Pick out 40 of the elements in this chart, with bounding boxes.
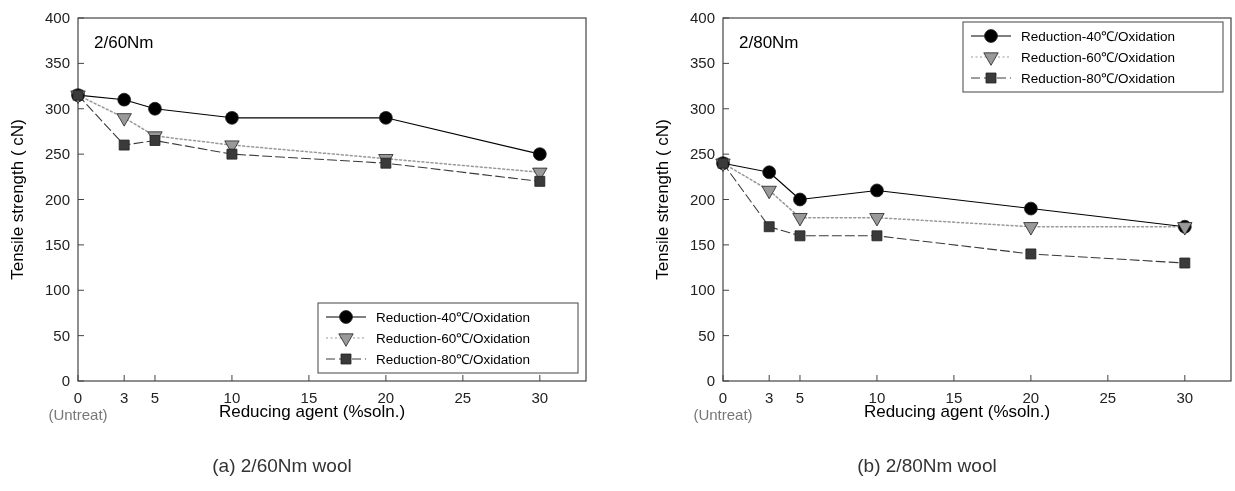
y-tick-label: 250 bbox=[44, 145, 70, 163]
x-tick-label: 30 bbox=[1176, 389, 1194, 406]
y-tick-label: 100 bbox=[44, 281, 70, 299]
legend-label: Reduction-60℃/Oxidation bbox=[376, 331, 531, 346]
y-tick-label: 400 bbox=[689, 9, 715, 26]
y-tick-label: 350 bbox=[44, 54, 70, 72]
y-tick-label: 100 bbox=[689, 281, 715, 299]
y-tick-label: 50 bbox=[53, 326, 70, 344]
y-tick-label: 50 bbox=[698, 326, 715, 344]
x-tick-label: 25 bbox=[454, 389, 472, 406]
text: 2/80Nm bbox=[739, 33, 799, 52]
text: (a) 2/60Nm wool bbox=[212, 455, 352, 476]
legend-label: Reduction-40℃/Oxidation bbox=[1021, 29, 1176, 44]
y-tick-label: 0 bbox=[61, 372, 70, 389]
legend-label: Reduction-60℃/Oxidation bbox=[1021, 50, 1176, 65]
y-axis-title: Tensile strength ( cN) bbox=[8, 119, 27, 280]
legend-label: Reduction-40℃/Oxidation bbox=[376, 310, 531, 325]
x-tick-label: 3 bbox=[765, 389, 774, 406]
legend-label: Reduction-80℃/Oxidation bbox=[1021, 71, 1176, 86]
x-tick-label: 30 bbox=[531, 389, 549, 406]
y-tick-label: 200 bbox=[44, 190, 70, 208]
x-tick-label: 0 (Untreat) bbox=[48, 389, 108, 423]
y-axis-title: Tensile strength ( cN) bbox=[653, 119, 672, 280]
y-tick-label: 300 bbox=[44, 99, 70, 117]
x-tick-label: 5 bbox=[795, 389, 805, 406]
y-tick-label: 200 bbox=[689, 190, 715, 208]
legend-label: Reduction-80℃/Oxidation bbox=[376, 352, 531, 367]
y-tick-label: 350 bbox=[689, 54, 715, 72]
x-tick-label: 5 bbox=[150, 389, 160, 406]
x-tick-label: 3 bbox=[120, 389, 129, 406]
y-tick-label: 150 bbox=[44, 235, 70, 253]
y-tick-label: 150 bbox=[689, 235, 715, 253]
text: (b) 2/80Nm wool bbox=[857, 455, 997, 476]
y-tick-label: 250 bbox=[689, 145, 715, 163]
y-tick-label: 0 bbox=[706, 372, 715, 389]
x-tick-label: 25 bbox=[1099, 389, 1117, 406]
text: 2/60Nm bbox=[94, 33, 154, 52]
x-tick-label: 0 (Untreat) bbox=[693, 389, 753, 423]
y-tick-label: 300 bbox=[689, 99, 715, 117]
y-tick-label: 400 bbox=[44, 9, 70, 26]
